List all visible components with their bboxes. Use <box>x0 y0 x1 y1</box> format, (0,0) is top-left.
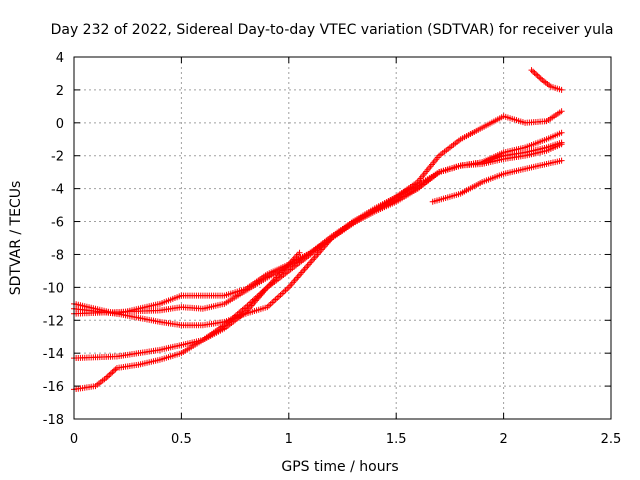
x-axis-title: GPS time / hours <box>281 459 398 475</box>
data-point <box>109 369 116 376</box>
y-tick-label: -4 <box>51 183 64 198</box>
y-tick-label: 2 <box>56 84 64 99</box>
y-tick-label: -10 <box>43 281 64 296</box>
x-tick-label: 1 <box>285 432 293 447</box>
data-point <box>528 67 535 74</box>
series-s6 <box>429 157 565 205</box>
x-axis: 0 0.5 1 1.5 2 2.5 <box>70 57 621 447</box>
data-point <box>534 72 541 79</box>
data-point <box>536 74 543 81</box>
y-tick-label: -6 <box>51 216 64 231</box>
x-tick-label: 1.5 <box>386 432 407 447</box>
data-points <box>71 67 565 393</box>
y-tick-label: -16 <box>43 380 64 395</box>
plot-frame <box>73 56 612 420</box>
data-point <box>558 157 565 164</box>
data-point <box>296 249 303 256</box>
y-tick-label: -8 <box>51 248 64 263</box>
y-tick-label: -2 <box>51 150 64 165</box>
series-s4 <box>71 141 565 362</box>
data-point <box>530 68 537 75</box>
y-tick-label: -14 <box>43 347 64 362</box>
y-tick-label: -18 <box>43 413 64 428</box>
y-tick-label: 4 <box>56 51 64 66</box>
grid <box>74 57 611 419</box>
data-point <box>104 373 111 380</box>
data-point <box>533 71 540 78</box>
x-tick-label: 0 <box>70 432 78 447</box>
data-point <box>558 86 565 93</box>
data-point <box>558 129 565 136</box>
data-point <box>558 108 565 115</box>
data-point <box>107 370 114 377</box>
series-s3 <box>71 139 565 329</box>
data-point <box>110 367 117 374</box>
y-tick-label: -12 <box>43 314 64 329</box>
x-tick-label: 2.5 <box>601 432 622 447</box>
y-axis-title: SDTVAR / TECUs <box>8 181 24 296</box>
series-s1 <box>71 108 565 317</box>
series-s7 <box>528 67 565 93</box>
y-tick-label: 0 <box>56 117 64 132</box>
series-s5 <box>71 249 303 393</box>
data-point <box>106 372 113 379</box>
data-point <box>558 141 565 148</box>
data-point <box>531 69 538 76</box>
x-tick-label: 2 <box>499 432 507 447</box>
chart-title: Day 232 of 2022, Sidereal Day-to-day VTE… <box>51 22 614 38</box>
y-axis: -18 -16 -14 -12 -10 -8 -6 -4 -2 0 2 4 <box>43 51 611 428</box>
data-point <box>537 75 544 82</box>
x-tick-label: 0.5 <box>171 432 192 447</box>
